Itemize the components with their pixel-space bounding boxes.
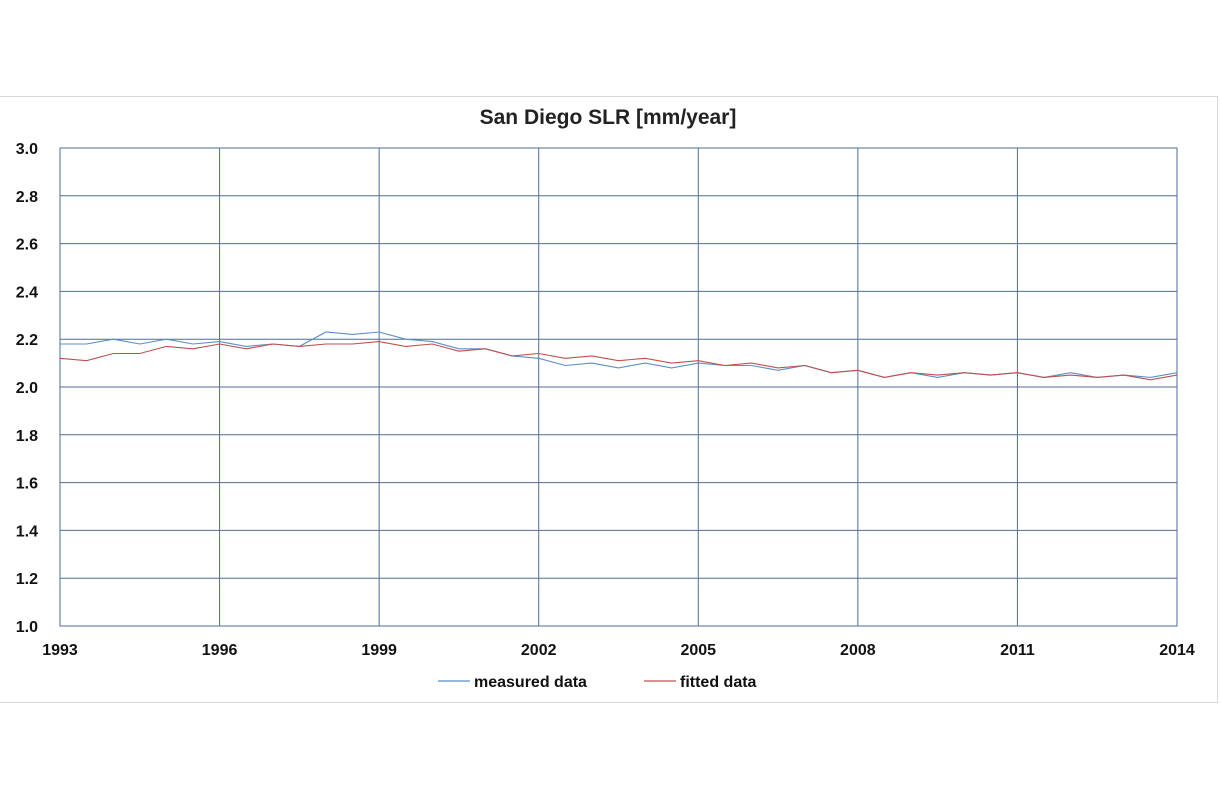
x-axis-ticks: 1993 1996 1999 2002 2005 2008 2011 2014 — [42, 642, 1195, 659]
legend-label-fitted-data: fitted data — [680, 674, 757, 691]
y-tick-label: 2.4 — [16, 284, 38, 301]
y-tick-label: 1.8 — [16, 428, 38, 445]
legend-label-measured-data: measured data — [474, 674, 587, 691]
x-tick-label: 2011 — [1000, 642, 1035, 659]
y-tick-label: 1.4 — [16, 523, 38, 540]
x-tick-label: 1999 — [361, 642, 397, 659]
y-tick-label: 3.0 — [16, 141, 38, 158]
x-tick-label: 2008 — [840, 642, 876, 659]
x-tick-label: 2002 — [521, 642, 557, 659]
y-axis-ticks: 1.0 1.2 1.4 1.6 1.8 2.0 2.2 2.4 2.6 2.8 3.0 — [16, 141, 38, 636]
y-tick-label: 1.2 — [16, 571, 38, 588]
x-tick-label: 2014 — [1159, 642, 1195, 659]
y-tick-label: 1.0 — [16, 619, 38, 636]
y-tick-label: 2.0 — [16, 380, 38, 397]
y-tick-label: 1.6 — [16, 476, 38, 493]
series-lines — [59, 331, 1178, 381]
x-tick-label: 1993 — [42, 642, 78, 659]
x-tick-label: 2005 — [680, 642, 716, 659]
chart-title: San Diego SLR [mm/year] — [480, 106, 737, 129]
grid — [59, 147, 1178, 627]
fitted-data-line — [59, 341, 1178, 381]
chart-frame — [0, 96, 1218, 703]
legend: measured data fitted data — [438, 674, 757, 691]
x-tick-label: 1996 — [202, 642, 238, 659]
y-tick-label: 2.6 — [16, 237, 38, 254]
y-tick-label: 2.8 — [16, 189, 38, 206]
y-tick-label: 2.2 — [16, 332, 38, 349]
